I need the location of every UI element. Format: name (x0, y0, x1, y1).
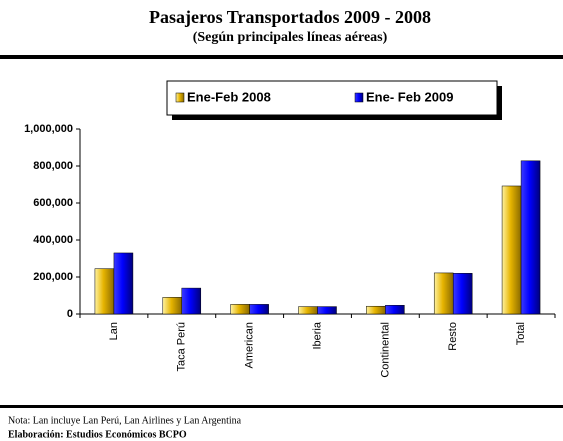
bar (181, 287, 202, 315)
y-tick-label: 800,000 (33, 160, 73, 172)
bar (433, 272, 454, 315)
x-tick-label: Total (515, 322, 527, 345)
y-tick-label: 0 (67, 308, 73, 320)
x-tick-label: American (244, 322, 256, 368)
x-tick-label: Taca Perú (176, 322, 188, 372)
bar (520, 160, 541, 315)
note: Nota: Lan incluye Lan Perú, Lan Airlines… (8, 415, 242, 426)
x-tick-label: Resto (447, 322, 459, 351)
y-tick-label: 600,000 (33, 197, 73, 209)
bar (298, 306, 318, 315)
y-tick-label: 200,000 (33, 271, 73, 283)
legend-label: Ene- Feb 2009 (366, 89, 453, 104)
separator (0, 405, 563, 408)
bar (230, 304, 250, 315)
y-tick-label: 1,000,000 (24, 123, 73, 135)
legend (166, 80, 498, 116)
bar (113, 252, 134, 315)
x-tick-label: Lan (108, 322, 120, 340)
bar (317, 306, 337, 315)
legend-swatch (354, 92, 364, 103)
legend-label: Ene-Feb 2008 (187, 89, 271, 104)
bar (94, 268, 115, 315)
separator (0, 55, 563, 59)
chart-subtitle: (Según principales líneas aéreas) (193, 30, 388, 45)
bar (385, 305, 405, 315)
x-tick-label: Continental (379, 322, 391, 378)
y-tick-label: 400,000 (33, 234, 73, 246)
legend-swatch (175, 92, 185, 103)
bar (249, 304, 269, 315)
note: Elaboración: Estudios Económicos BCPO (8, 429, 187, 440)
chart-title: Pasajeros Transportados 2009 - 2008 (149, 7, 431, 27)
bar (366, 305, 386, 315)
bar (501, 185, 522, 315)
bar (452, 273, 473, 315)
bar (162, 297, 183, 315)
x-tick-label: Iberia (311, 321, 323, 349)
